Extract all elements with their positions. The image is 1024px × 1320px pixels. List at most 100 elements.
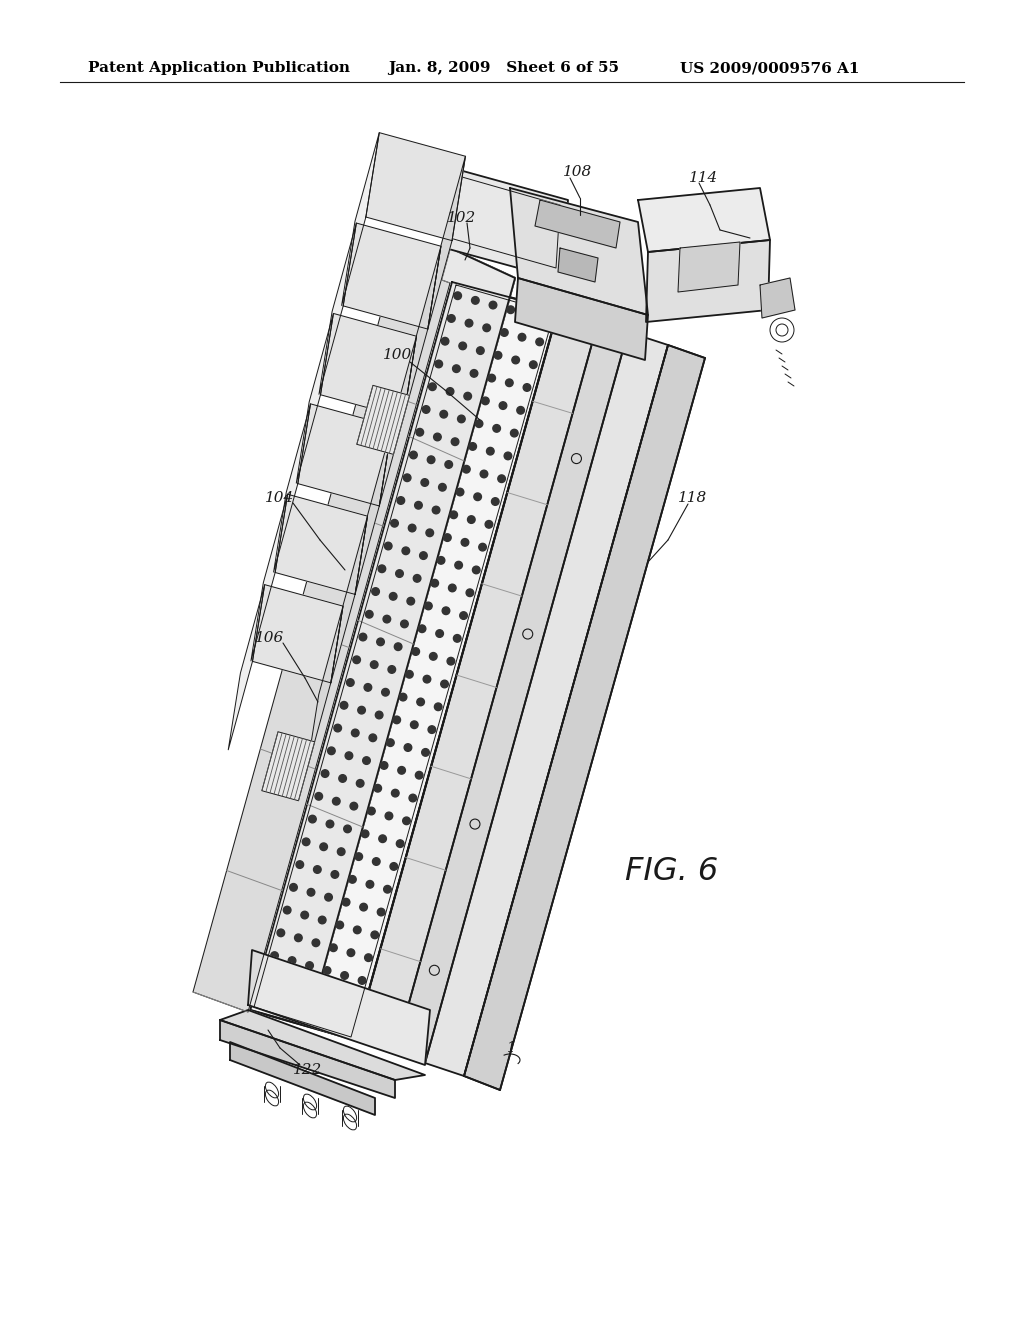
Circle shape xyxy=(391,520,398,527)
Polygon shape xyxy=(275,494,368,594)
Circle shape xyxy=(402,817,411,825)
Circle shape xyxy=(409,795,417,801)
Circle shape xyxy=(498,475,506,483)
Polygon shape xyxy=(510,187,648,315)
Circle shape xyxy=(365,684,372,692)
Circle shape xyxy=(367,880,374,888)
Circle shape xyxy=(442,607,450,615)
Circle shape xyxy=(436,630,443,638)
Circle shape xyxy=(440,680,449,688)
Circle shape xyxy=(391,789,399,797)
Polygon shape xyxy=(356,385,410,454)
Circle shape xyxy=(393,715,400,723)
Circle shape xyxy=(474,492,481,500)
Polygon shape xyxy=(646,240,770,322)
Circle shape xyxy=(335,994,342,1002)
Circle shape xyxy=(495,351,502,359)
Circle shape xyxy=(302,838,310,846)
Circle shape xyxy=(319,843,328,850)
Circle shape xyxy=(355,853,362,861)
Circle shape xyxy=(481,397,489,405)
Circle shape xyxy=(410,451,417,459)
Polygon shape xyxy=(228,585,264,750)
Circle shape xyxy=(485,520,493,528)
Polygon shape xyxy=(298,404,392,506)
Text: 106: 106 xyxy=(255,631,285,645)
Polygon shape xyxy=(253,585,343,682)
Circle shape xyxy=(337,847,345,855)
Circle shape xyxy=(315,792,323,800)
Circle shape xyxy=(394,643,402,651)
Text: 1: 1 xyxy=(506,1041,514,1055)
Circle shape xyxy=(389,593,397,601)
Circle shape xyxy=(327,820,334,828)
Circle shape xyxy=(359,903,368,911)
Circle shape xyxy=(476,347,484,354)
Circle shape xyxy=(284,907,291,913)
Circle shape xyxy=(264,974,272,982)
Circle shape xyxy=(290,883,297,891)
Circle shape xyxy=(334,725,341,731)
Polygon shape xyxy=(296,313,334,483)
Circle shape xyxy=(330,944,337,952)
Circle shape xyxy=(350,803,357,810)
Polygon shape xyxy=(445,168,568,280)
Circle shape xyxy=(524,310,532,318)
Circle shape xyxy=(492,498,499,506)
Circle shape xyxy=(258,998,265,1005)
Circle shape xyxy=(446,388,454,395)
Circle shape xyxy=(368,808,375,814)
Polygon shape xyxy=(425,333,668,1076)
Polygon shape xyxy=(558,248,598,282)
Circle shape xyxy=(377,638,384,645)
Circle shape xyxy=(288,957,296,965)
Text: 108: 108 xyxy=(563,165,593,180)
Circle shape xyxy=(504,453,512,459)
Circle shape xyxy=(307,888,314,896)
Circle shape xyxy=(353,656,360,664)
Polygon shape xyxy=(343,223,441,329)
Circle shape xyxy=(380,762,388,770)
Circle shape xyxy=(472,566,480,574)
Circle shape xyxy=(325,894,333,902)
Text: Jan. 8, 2009   Sheet 6 of 55: Jan. 8, 2009 Sheet 6 of 55 xyxy=(388,61,618,75)
Circle shape xyxy=(312,939,319,946)
Circle shape xyxy=(433,433,441,441)
Text: Patent Application Publication: Patent Application Publication xyxy=(88,61,350,75)
Circle shape xyxy=(295,935,302,941)
Circle shape xyxy=(341,972,348,979)
Circle shape xyxy=(423,676,431,682)
Circle shape xyxy=(417,698,424,706)
Polygon shape xyxy=(355,426,392,594)
Circle shape xyxy=(517,407,524,414)
Circle shape xyxy=(489,301,497,309)
Circle shape xyxy=(434,704,442,710)
Circle shape xyxy=(296,861,303,869)
Circle shape xyxy=(470,370,478,378)
Circle shape xyxy=(418,624,426,632)
Circle shape xyxy=(523,384,530,391)
Circle shape xyxy=(407,598,415,605)
Text: 100: 100 xyxy=(383,348,413,362)
Circle shape xyxy=(449,585,456,591)
Circle shape xyxy=(400,620,409,628)
Circle shape xyxy=(371,661,378,668)
Circle shape xyxy=(383,615,390,623)
Circle shape xyxy=(353,927,361,933)
Polygon shape xyxy=(403,247,441,417)
Polygon shape xyxy=(331,516,368,682)
Circle shape xyxy=(435,360,442,368)
Text: 122: 122 xyxy=(293,1063,323,1077)
Circle shape xyxy=(457,488,464,496)
Circle shape xyxy=(340,701,348,709)
Circle shape xyxy=(411,721,418,729)
Circle shape xyxy=(440,411,447,418)
Circle shape xyxy=(395,570,403,577)
Circle shape xyxy=(310,1012,318,1020)
Circle shape xyxy=(414,574,421,582)
Circle shape xyxy=(425,602,432,610)
Circle shape xyxy=(347,949,354,957)
Polygon shape xyxy=(638,187,770,252)
Circle shape xyxy=(454,635,461,642)
Circle shape xyxy=(399,693,407,701)
